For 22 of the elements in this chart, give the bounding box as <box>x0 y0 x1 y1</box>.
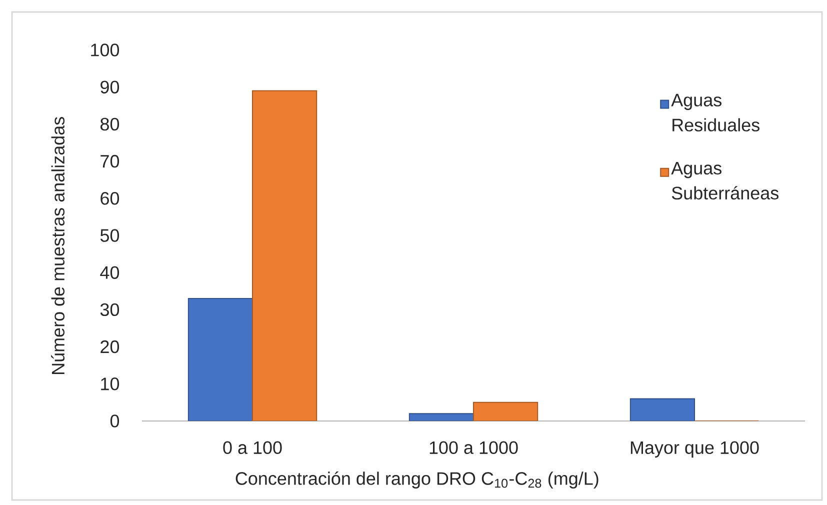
x-axis-title: Concentración del rango DRO C$_{10}$-C$_{28}$ (mg/L) <box>236 471 598 488</box>
y-tick-label: 80 <box>100 118 120 131</box>
x-tick-label: 0 a 100 <box>223 441 282 454</box>
y-axis-title: Número de muestras analizadas <box>51 117 65 374</box>
y-tick-label: 100 <box>91 44 120 56</box>
y-tick-label: 0 <box>110 414 120 428</box>
y-tick-label: 60 <box>100 192 120 205</box>
y-tick-label: 90 <box>100 80 120 94</box>
bar <box>188 298 254 421</box>
bar <box>630 398 696 421</box>
bar <box>473 402 538 421</box>
y-tick-label: 70 <box>100 154 120 168</box>
legend-label: Aguas Residuales <box>671 94 760 132</box>
legend-label: Aguas Subterráneas <box>671 162 778 200</box>
y-tick-label: 20 <box>100 340 120 354</box>
y-tick-label: 50 <box>100 229 120 242</box>
x-tick-label: Mayor que 1000 <box>630 441 759 458</box>
y-tick-label: 30 <box>100 303 120 316</box>
y-tick-label: 10 <box>101 378 120 390</box>
bar <box>252 90 318 421</box>
y-tick-label: 40 <box>100 266 120 279</box>
x-tick-label: 100 a 1000 <box>430 441 518 454</box>
